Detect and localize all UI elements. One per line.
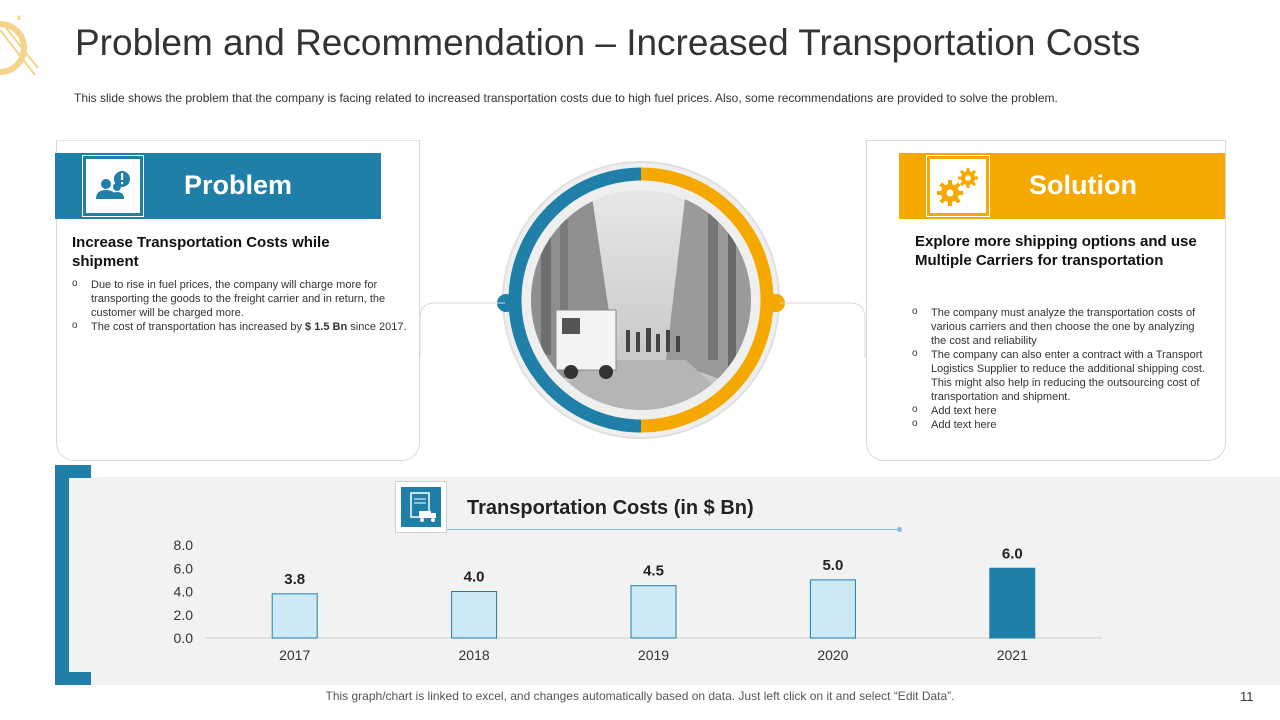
- x-tick-label: 2020: [817, 647, 848, 663]
- solution-bullet-1: The company must analyze the transportat…: [912, 305, 1212, 348]
- corner-logo: x: [0, 13, 39, 76]
- chart-title-underline: [447, 529, 900, 530]
- y-tick-label: 4.0: [174, 584, 194, 600]
- solution-heading: Explore more shipping options and use Mu…: [915, 233, 1197, 269]
- problem-label: Problem: [184, 170, 293, 200]
- center-photo-ring: [497, 161, 785, 439]
- y-tick-label: 2.0: [174, 607, 194, 623]
- page-title: Problem and Recommendation – Increased T…: [75, 22, 1141, 63]
- ring-left-blue: [508, 167, 642, 433]
- page-subtitle: This slide shows the problem that the co…: [74, 91, 1058, 105]
- chart-accent-inner: [69, 478, 91, 672]
- solution-card-outline: [866, 140, 1226, 461]
- solution-bullet-4: Add text here: [912, 417, 1212, 432]
- y-tick-label: 6.0: [174, 560, 194, 576]
- solution-bullets: The company must analyze the transportat…: [912, 305, 1212, 432]
- y-tick-label: 8.0: [174, 537, 194, 553]
- ring-right-orange: [640, 167, 774, 433]
- page-number: 11: [1240, 689, 1254, 704]
- chart-title-dot: [897, 527, 902, 532]
- x-tick-label: 2021: [997, 647, 1028, 663]
- x-tick-label: 2019: [638, 647, 669, 663]
- bar-value-label: 4.0: [464, 569, 485, 586]
- solution-bullet-2: The company can also enter a contract wi…: [912, 347, 1212, 404]
- problem-heading: Increase Transportation Costs while ship…: [72, 234, 330, 270]
- bar-value-label: 4.5: [643, 563, 664, 580]
- problem-bullets: Due to rise in fuel prices, the company …: [72, 277, 410, 334]
- chart-panel: [55, 477, 1280, 685]
- problem-bullet-2: The cost of transportation has increased…: [72, 319, 410, 334]
- footer-note: This graph/chart is linked to excel, and…: [325, 689, 955, 703]
- gears-icon: [930, 159, 986, 213]
- svg-text:x: x: [17, 13, 21, 22]
- delivery-document-icon: [401, 487, 441, 527]
- bar-value-label: 3.8: [284, 571, 305, 588]
- problem-card-outline: [56, 140, 420, 461]
- y-tick-label: 0.0: [174, 630, 194, 646]
- person-alert-icon: [86, 159, 140, 213]
- problem-icon-frame: [82, 155, 144, 217]
- connector-lines: [419, 302, 866, 358]
- solution-bullet-3: Add text here: [912, 403, 1212, 418]
- bar-2019: [630, 585, 677, 639]
- bar-2020: [809, 579, 856, 639]
- problem-bullet-2-amount: $ 1.5 Bn: [305, 321, 348, 333]
- bar-2017: [271, 593, 318, 639]
- solution-icon-frame: [926, 155, 990, 217]
- solution-label: Solution: [1029, 170, 1137, 200]
- bar-chart: 0.0 2.0 4.0 6.0 8.0 3.8 2017 4.0 2018 4.5 2019 5.0 2…: [174, 537, 1102, 663]
- bar-2021: [989, 567, 1036, 639]
- bar-value-label: 5.0: [822, 557, 843, 574]
- problem-bullet-1: Due to rise in fuel prices, the company …: [72, 277, 410, 320]
- bar-2018: [451, 591, 498, 639]
- chart-title: Transportation Costs (in $ Bn): [467, 497, 754, 519]
- bar-value-label: 6.0: [1002, 545, 1023, 562]
- x-tick-label: 2017: [279, 647, 310, 663]
- x-tick-label: 2018: [459, 647, 490, 663]
